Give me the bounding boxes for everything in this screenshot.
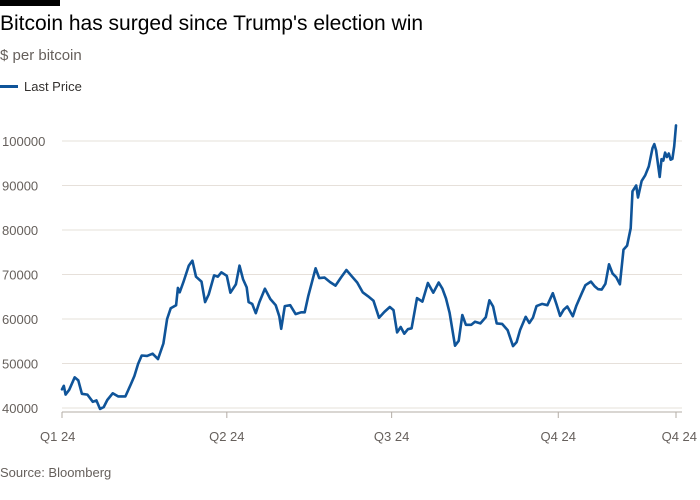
chart-subtitle: $ per bitcoin	[0, 47, 82, 64]
x-tick-label: Q3 24	[374, 429, 409, 444]
y-tick-label: 60000	[2, 312, 38, 327]
source-note: Source: Bloomberg	[0, 465, 112, 480]
y-tick-label: 50000	[2, 357, 38, 372]
series-lines	[60, 124, 678, 411]
y-tick-label: 80000	[2, 223, 38, 238]
brand-bar	[0, 0, 60, 6]
x-axis	[61, 411, 682, 418]
x-tick-label: Q4 24	[541, 429, 576, 444]
legend: Last Price	[0, 79, 82, 94]
y-tick-label: 70000	[2, 268, 38, 283]
y-axis-labels: 40000 50000 60000 70000 80000 90000 100000	[2, 134, 45, 416]
y-tick-label: 90000	[2, 179, 38, 194]
legend-label: Last Price	[24, 79, 82, 94]
y-tick-label: 40000	[2, 401, 38, 416]
y-tick-label: 100000	[2, 134, 45, 149]
series-line-last-price	[60, 124, 678, 411]
x-tick-label: Q4 24	[662, 429, 697, 444]
x-axis-labels: Q1 24 Q2 24 Q3 24 Q4 24 Q4 24	[40, 429, 697, 444]
chart-title: Bitcoin has surged since Trump's electio…	[0, 12, 424, 35]
legend-swatch	[0, 85, 18, 88]
x-tick-label: Q2 24	[209, 429, 244, 444]
x-tick-label: Q1 24	[40, 429, 75, 444]
gridlines	[62, 140, 682, 409]
